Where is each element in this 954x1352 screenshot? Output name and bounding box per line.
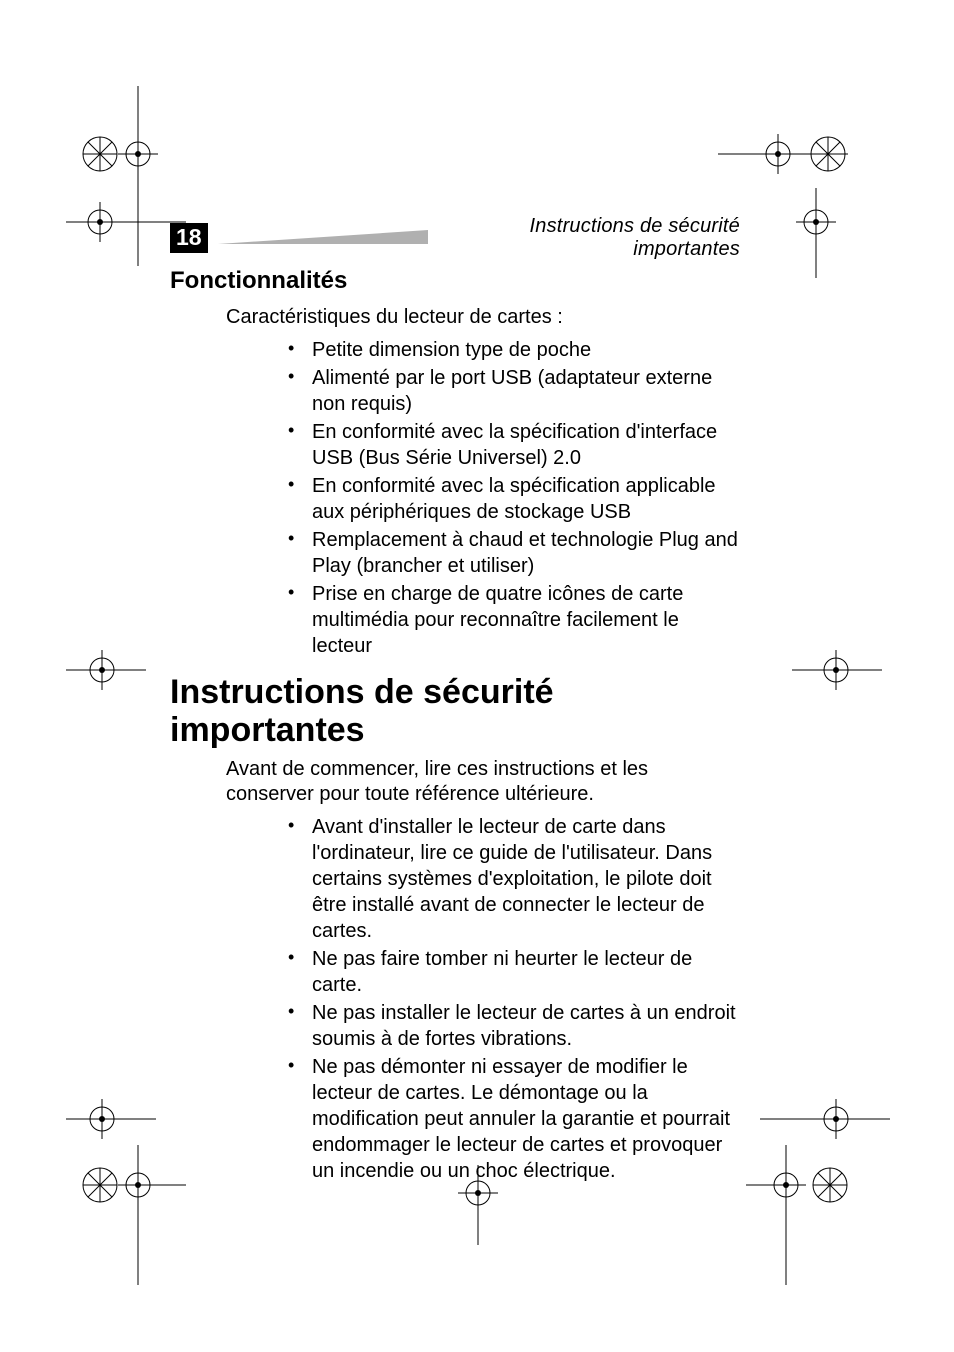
list-item: Prise en charge de quatre icônes de cart…: [288, 581, 740, 659]
crop-mark-mid-left: [66, 640, 146, 700]
heading-safety: Instructions de sécurité importantes: [170, 673, 740, 749]
crop-mark-top-left: [66, 86, 186, 266]
list-item: Ne pas démonter ni essayer de modifier l…: [288, 1054, 740, 1184]
list-item: En conformité avec la spécification appl…: [288, 473, 740, 525]
features-list: Petite dimension type de poche Alimenté …: [288, 337, 740, 659]
page-content: 18 Instructions de sécurité importantes …: [170, 215, 740, 1192]
safety-list: Avant d'installer le lecteur de carte da…: [288, 814, 740, 1184]
page-number: 18: [170, 223, 208, 252]
list-item: En conformité avec la spécification d'in…: [288, 419, 740, 471]
crop-mark-bottom-right: [720, 1085, 920, 1285]
list-item: Ne pas faire tomber ni heurter le lecteu…: [288, 946, 740, 998]
crop-mark-top-right: [718, 118, 918, 278]
list-item: Petite dimension type de poche: [288, 337, 740, 363]
list-item: Remplacement à chaud et technologie Plug…: [288, 527, 740, 579]
list-item: Avant d'installer le lecteur de carte da…: [288, 814, 740, 944]
list-item: Ne pas installer le lecteur de cartes à …: [288, 1000, 740, 1052]
safety-intro: Avant de commencer, lire ces instruction…: [226, 757, 740, 808]
page-header: 18 Instructions de sécurité importantes: [170, 215, 740, 261]
running-head: Instructions de sécurité importantes: [438, 215, 740, 261]
header-wedge-icon: [218, 230, 428, 246]
features-intro: Caractéristiques du lecteur de cartes :: [226, 305, 740, 331]
heading-features: Fonctionnalités: [170, 267, 740, 295]
crop-mark-mid-right: [792, 640, 882, 700]
list-item: Alimenté par le port USB (adaptateur ext…: [288, 365, 740, 417]
